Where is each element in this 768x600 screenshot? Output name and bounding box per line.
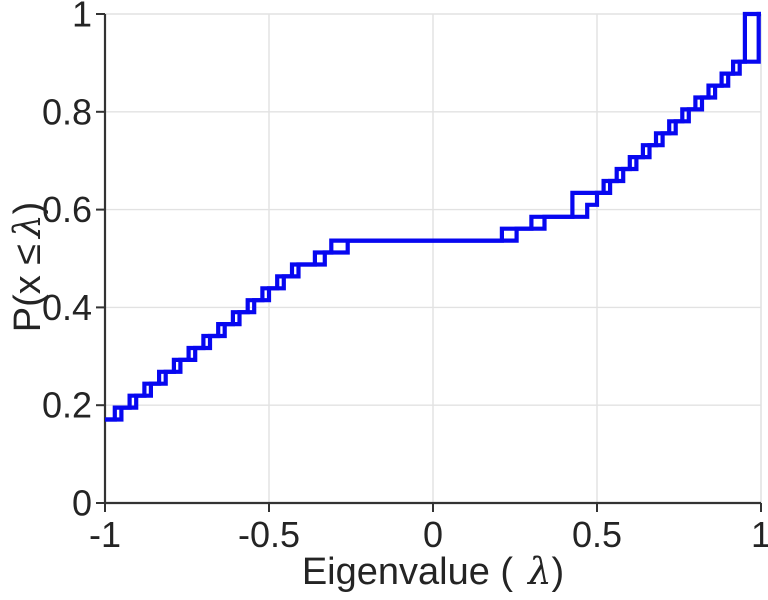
x-tick-label: 1 (751, 514, 768, 555)
y-tick-label: 0.6 (42, 189, 92, 230)
x-tick-label: -1 (89, 514, 121, 555)
x-axis-label: Eigenvalue ( λ) (283, 550, 583, 594)
x-tick-label: -0.5 (238, 514, 300, 555)
cdf-curve-2 (105, 11, 761, 422)
y-tick-label: 0.2 (42, 385, 92, 426)
y-axis-label-text: P(x ≤ (7, 243, 49, 333)
x-axis-label-text: Eigenvalue ( (301, 551, 514, 593)
x-tick-label: 0.5 (572, 514, 622, 555)
y-tick-label: 1 (72, 0, 92, 35)
y-tick-label: 0.4 (42, 287, 92, 328)
y-tick-label: 0 (72, 483, 92, 524)
x-axis-label-close: ) (551, 551, 565, 593)
y-axis-label-close: ) (7, 201, 49, 215)
y-tick-label: 0.8 (42, 91, 92, 132)
lambda-symbol: λ (6, 214, 49, 238)
lambda-symbol: λ (528, 550, 552, 593)
x-tick-label: 0 (423, 514, 443, 555)
y-axis-label: P(x ≤ λ) (4, 117, 52, 417)
